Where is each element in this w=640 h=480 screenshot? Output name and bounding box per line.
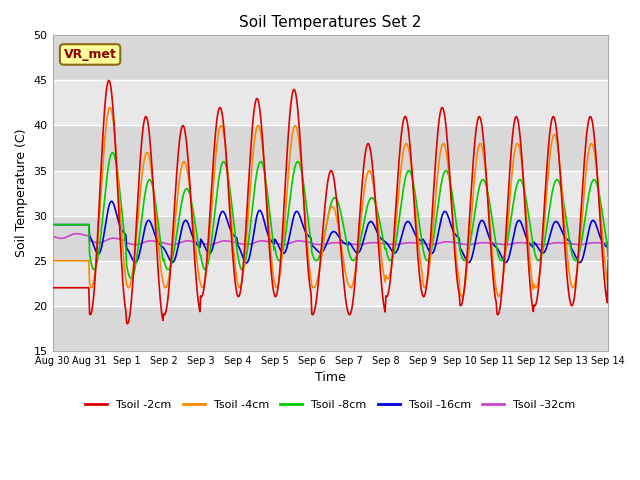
Line: Tsoil -8cm: Tsoil -8cm [52,153,608,279]
Tsoil -8cm [323,217,331,223]
Tsoil -2cm [432,152,440,157]
Line: Tsoil -16cm: Tsoil -16cm [52,201,608,263]
Bar [52,261,608,306]
Tsoil -32cm [72,231,80,237]
Tsoil -32cm [604,241,612,247]
Tsoil -4cm [377,246,385,252]
Tsoil -8cm [555,179,563,184]
Tsoil -8cm [604,254,612,260]
Bar [52,36,608,81]
Tsoil -4cm [49,258,56,264]
Tsoil -4cm [555,151,563,157]
Line: Tsoil -4cm: Tsoil -4cm [52,108,608,297]
Tsoil -16cm [172,255,179,261]
Tsoil -32cm [172,241,180,247]
Tsoil -8cm [172,236,180,241]
Y-axis label: Soil Temperature (C): Soil Temperature (C) [15,129,28,257]
Tsoil -32cm [378,240,385,246]
Tsoil -16cm [323,239,331,245]
X-axis label: Time: Time [315,371,346,384]
Tsoil -4cm [458,294,465,300]
Tsoil -2cm [124,321,131,327]
Tsoil -32cm [196,240,204,246]
Tsoil -2cm [378,279,385,285]
Tsoil -16cm [555,221,563,227]
Tsoil -2cm [172,180,180,186]
Tsoil -32cm [555,240,563,246]
Tsoil -16cm [195,244,203,250]
Tsoil -32cm [131,242,139,248]
Text: VR_met: VR_met [63,48,116,61]
Tsoil -4cm [172,217,179,223]
Line: Tsoil -2cm: Tsoil -2cm [52,81,608,324]
Tsoil -2cm [555,151,563,157]
Tsoil -8cm [49,222,56,228]
Title: Soil Temperatures Set 2: Soil Temperatures Set 2 [239,15,422,30]
Tsoil -4cm [431,198,439,204]
Tsoil -8cm [127,276,135,282]
Tsoil -16cm [378,236,385,242]
Tsoil -2cm [323,182,331,188]
Tsoil -8cm [109,150,116,156]
Tsoil -4cm [106,105,113,110]
Tsoil -16cm [49,222,56,228]
Tsoil -32cm [323,241,331,247]
Tsoil -2cm [604,257,612,263]
Tsoil -16cm [432,241,440,247]
Tsoil -16cm [108,198,115,204]
Tsoil -8cm [378,227,385,233]
Tsoil -8cm [432,217,440,223]
Line: Tsoil -32cm: Tsoil -32cm [52,234,608,245]
Tsoil -16cm [604,240,612,245]
Tsoil -32cm [432,241,440,247]
Bar [52,170,608,216]
Tsoil -16cm [243,260,250,266]
Tsoil -8cm [196,252,204,258]
Bar [52,125,608,170]
Tsoil -4cm [195,275,203,280]
Tsoil -4cm [323,221,330,227]
Tsoil -2cm [49,285,56,290]
Bar [52,81,608,125]
Bar [52,216,608,261]
Tsoil -2cm [105,78,113,84]
Legend: Tsoil -2cm, Tsoil -4cm, Tsoil -8cm, Tsoil -16cm, Tsoil -32cm: Tsoil -2cm, Tsoil -4cm, Tsoil -8cm, Tsoi… [81,396,580,415]
Tsoil -32cm [49,233,56,239]
Tsoil -4cm [604,284,612,289]
Tsoil -2cm [196,309,204,314]
Bar [52,306,608,351]
